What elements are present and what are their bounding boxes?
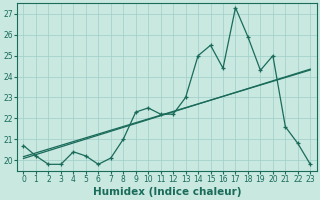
X-axis label: Humidex (Indice chaleur): Humidex (Indice chaleur): [93, 187, 241, 197]
